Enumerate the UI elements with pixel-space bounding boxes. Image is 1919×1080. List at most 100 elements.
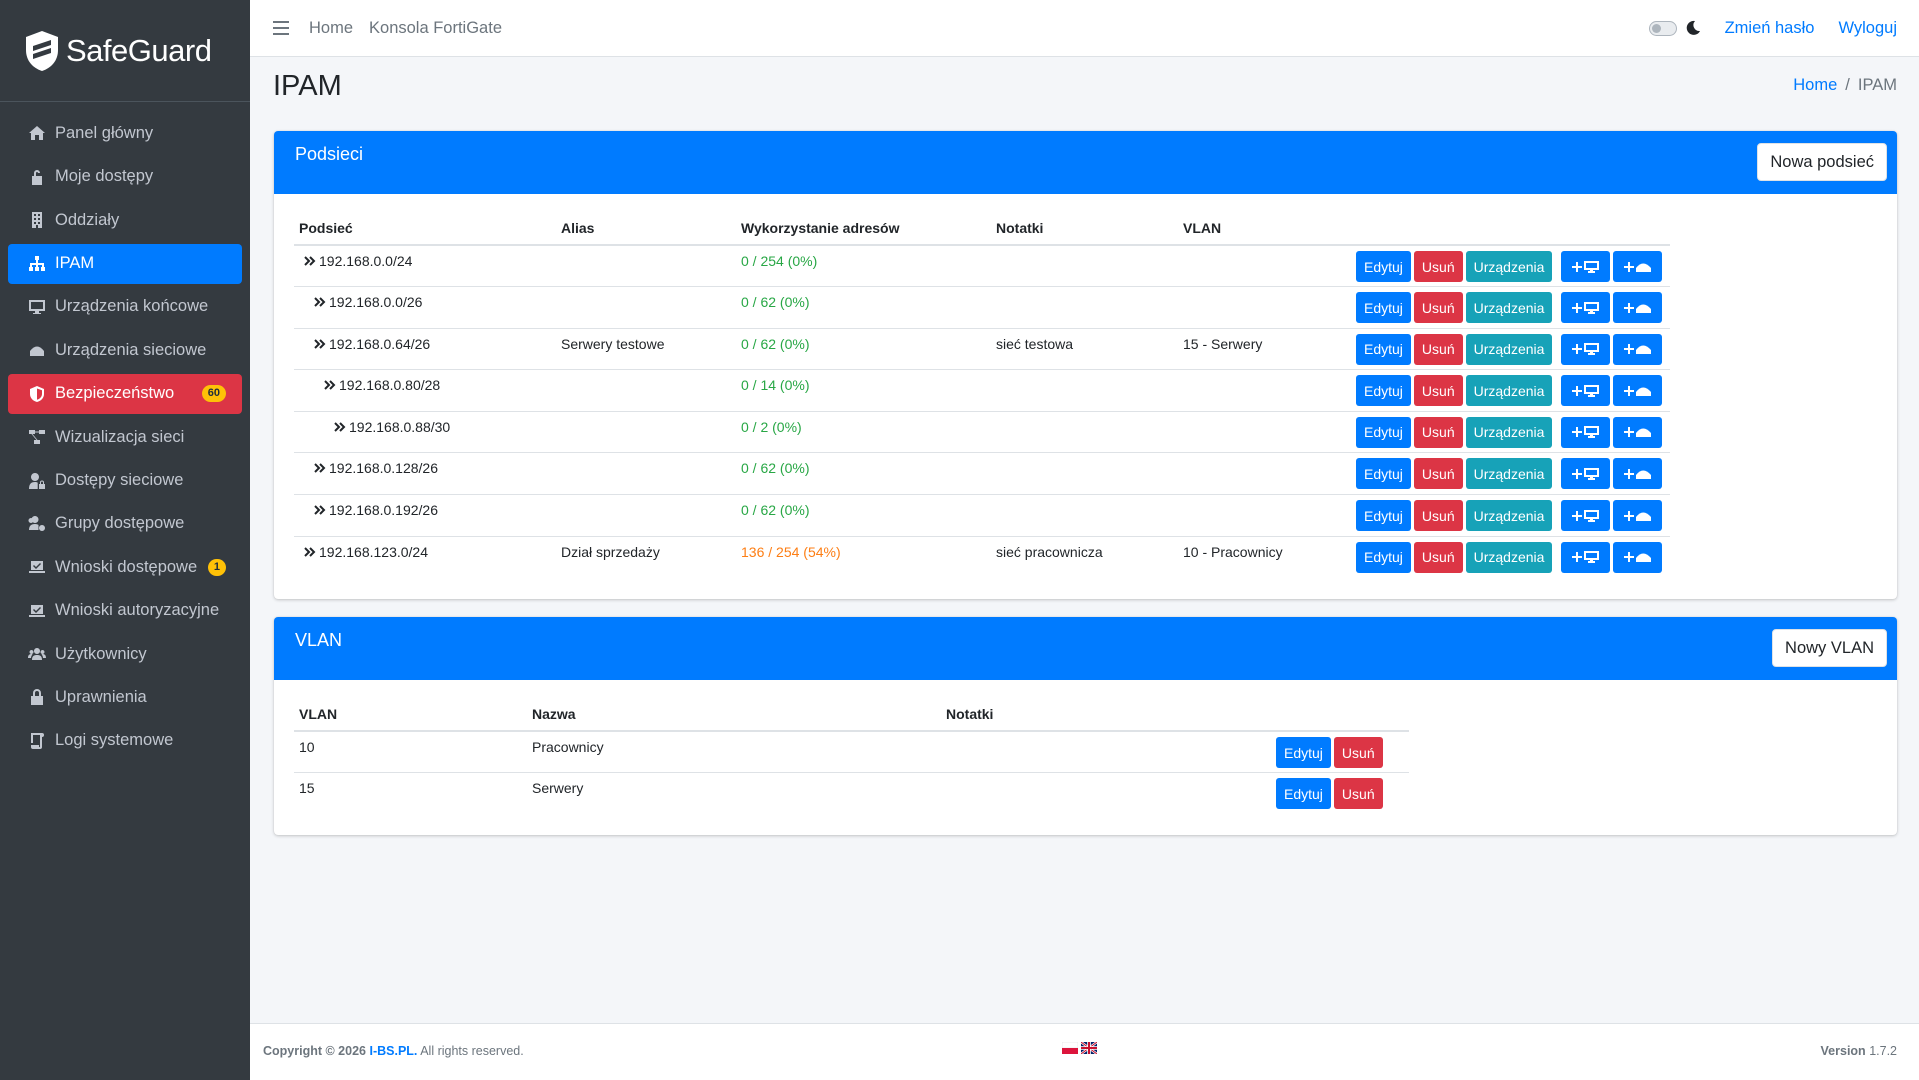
add-network-device-button[interactable] bbox=[1613, 500, 1663, 532]
sidebar-item-wnioski-autoryzacyjne[interactable]: Wnioski autoryzacyjne bbox=[8, 591, 242, 631]
subnet-address[interactable]: 192.168.0.192/26 bbox=[329, 502, 438, 519]
expand-chevron-icon[interactable] bbox=[304, 546, 319, 557]
delete-button[interactable]: Usuń bbox=[1413, 292, 1463, 324]
delete-button[interactable]: Usuń bbox=[1413, 541, 1463, 573]
subnet-address[interactable]: 192.168.0.80/28 bbox=[339, 377, 441, 394]
menu-toggle-icon[interactable] bbox=[273, 21, 289, 35]
add-end-device-button[interactable] bbox=[1561, 333, 1611, 365]
change-password-link[interactable]: Zmień hasło bbox=[1724, 18, 1815, 37]
sidebar-item-uprawnienia[interactable]: Uprawnienia bbox=[8, 677, 242, 717]
add-end-device-button[interactable] bbox=[1561, 251, 1611, 282]
edit-button[interactable]: Edytuj bbox=[1356, 292, 1411, 324]
subnet-address[interactable]: 192.168.0.128/26 bbox=[329, 460, 438, 477]
top-link-fortigate[interactable]: Konsola FortiGate bbox=[369, 18, 502, 37]
new-subnet-button[interactable]: Nowa podsieć bbox=[1757, 143, 1887, 181]
subnet-cell: 192.168.0.0/24 bbox=[294, 245, 556, 287]
add-end-device-button[interactable] bbox=[1561, 292, 1611, 324]
edit-button[interactable]: Edytuj bbox=[1276, 737, 1331, 768]
top-link-home[interactable]: Home bbox=[309, 18, 354, 37]
devices-button[interactable]: Urządzenia bbox=[1465, 458, 1553, 490]
delete-button[interactable]: Usuń bbox=[1413, 416, 1463, 448]
dark-mode-toggle[interactable] bbox=[1648, 20, 1677, 36]
col-vlan-id[interactable]: VLAN bbox=[294, 695, 527, 732]
new-vlan-button[interactable]: Nowy VLAN bbox=[1772, 629, 1887, 667]
subnet-address[interactable]: 192.168.0.64/26 bbox=[329, 335, 431, 352]
devices-button[interactable]: Urządzenia bbox=[1465, 541, 1553, 573]
sidebar-item-wnioski-dostępowe[interactable]: Wnioski dostępowe 1 bbox=[8, 547, 242, 587]
edit-button[interactable]: Edytuj bbox=[1356, 333, 1411, 365]
devices-button[interactable]: Urządzenia bbox=[1465, 500, 1553, 532]
col-vlan-name[interactable]: Nazwa bbox=[527, 695, 941, 732]
devices-button[interactable]: Urządzenia bbox=[1465, 375, 1553, 407]
sidebar-item-użytkownicy[interactable]: Użytkownicy bbox=[8, 634, 242, 674]
expand-chevron-icon[interactable] bbox=[314, 463, 329, 474]
delete-button[interactable]: Usuń bbox=[1413, 251, 1463, 282]
expand-chevron-icon[interactable] bbox=[314, 297, 329, 307]
sidebar-item-urządzenia-końcowe[interactable]: Urządzenia końcowe bbox=[8, 287, 242, 327]
breadcrumb-home[interactable]: Home bbox=[1793, 76, 1838, 94]
delete-button[interactable]: Usuń bbox=[1413, 375, 1463, 407]
actions-cell: Edytuj Usuń Urządzenia bbox=[1351, 286, 1671, 329]
expand-chevron-icon[interactable] bbox=[314, 505, 329, 515]
sidebar-item-grupy-dostępowe[interactable]: Grupy dostępowe bbox=[8, 504, 242, 544]
expand-chevron-icon[interactable] bbox=[314, 338, 329, 349]
edit-button[interactable]: Edytuj bbox=[1356, 458, 1411, 490]
sidebar-item-wizualizacja-sieci[interactable]: Wizualizacja sieci bbox=[8, 417, 242, 457]
add-end-device-button[interactable] bbox=[1561, 541, 1611, 573]
edit-button[interactable]: Edytuj bbox=[1356, 541, 1411, 573]
col-vlan-notes[interactable]: Notatki bbox=[941, 695, 1271, 732]
edit-button[interactable]: Edytuj bbox=[1356, 500, 1411, 532]
devices-button[interactable]: Urządzenia bbox=[1465, 251, 1553, 282]
company-link[interactable]: I-BS.PL. bbox=[369, 1044, 418, 1058]
brand[interactable]: SafeGuard bbox=[0, 0, 250, 102]
add-network-device-button[interactable] bbox=[1613, 458, 1663, 490]
sidebar-item-urządzenia-sieciowe[interactable]: Urządzenia sieciowe bbox=[8, 330, 242, 370]
delete-button[interactable]: Usuń bbox=[1333, 778, 1383, 810]
sidebar-item-panel-główny[interactable]: Panel główny bbox=[8, 113, 242, 153]
subnet-address[interactable]: 192.168.0.0/24 bbox=[319, 253, 413, 269]
edit-button[interactable]: Edytuj bbox=[1356, 416, 1411, 448]
add-network-device-button[interactable] bbox=[1613, 333, 1663, 365]
delete-button[interactable]: Usuń bbox=[1333, 737, 1383, 768]
sidebar-item-moje-dostępy[interactable]: Moje dostępy bbox=[8, 157, 242, 197]
add-end-device-button[interactable] bbox=[1561, 500, 1611, 532]
sidebar-item-logi-systemowe[interactable]: Logi systemowe bbox=[8, 721, 242, 761]
col-alias[interactable]: Alias bbox=[556, 209, 736, 246]
edit-button[interactable]: Edytuj bbox=[1356, 251, 1411, 282]
col-notes[interactable]: Notatki bbox=[991, 209, 1178, 246]
delete-button[interactable]: Usuń bbox=[1413, 458, 1463, 490]
usage-cell: 0 / 14 (0%) bbox=[736, 369, 991, 412]
logout-link[interactable]: Wyloguj bbox=[1838, 18, 1897, 37]
subnet-address[interactable]: 192.168.0.0/26 bbox=[329, 294, 423, 311]
edit-button[interactable]: Edytuj bbox=[1356, 375, 1411, 407]
add-network-device-button[interactable] bbox=[1613, 375, 1663, 407]
expand-chevron-icon[interactable] bbox=[324, 380, 339, 390]
add-end-device-button[interactable] bbox=[1561, 416, 1611, 448]
expand-chevron-icon[interactable] bbox=[334, 422, 349, 432]
add-network-device-button[interactable] bbox=[1613, 416, 1663, 448]
col-subnet[interactable]: Podsieć bbox=[294, 209, 556, 246]
expand-chevron-icon[interactable] bbox=[304, 256, 319, 266]
devices-button[interactable]: Urządzenia bbox=[1465, 333, 1553, 365]
devices-button[interactable]: Urządzenia bbox=[1465, 416, 1553, 448]
flag-pl-icon[interactable] bbox=[1062, 1042, 1078, 1054]
delete-button[interactable]: Usuń bbox=[1413, 500, 1463, 532]
subnet-address[interactable]: 192.168.0.88/30 bbox=[349, 418, 451, 435]
sidebar-item-bezpieczeństwo[interactable]: Bezpieczeństwo 60 bbox=[8, 373, 242, 414]
sidebar-item-oddziały[interactable]: Oddziały bbox=[8, 200, 242, 240]
add-network-device-button[interactable] bbox=[1613, 541, 1663, 573]
subnet-address[interactable]: 192.168.123.0/24 bbox=[319, 543, 428, 560]
add-end-device-button[interactable] bbox=[1561, 375, 1611, 407]
sidebar-item-dostępy-sieciowe[interactable]: Dostępy sieciowe bbox=[8, 461, 242, 501]
add-network-device-button[interactable] bbox=[1613, 292, 1663, 324]
col-usage[interactable]: Wykorzystanie adresów bbox=[736, 209, 991, 246]
sidebar-item-label: Wnioski dostępowe bbox=[55, 557, 198, 576]
add-network-device-button[interactable] bbox=[1613, 251, 1663, 282]
edit-button[interactable]: Edytuj bbox=[1276, 778, 1331, 810]
col-vlan[interactable]: VLAN bbox=[1178, 209, 1351, 246]
delete-button[interactable]: Usuń bbox=[1413, 333, 1463, 365]
sidebar-item-ipam[interactable]: IPAM bbox=[8, 243, 242, 284]
add-end-device-button[interactable] bbox=[1561, 458, 1611, 490]
devices-button[interactable]: Urządzenia bbox=[1465, 292, 1553, 324]
flag-gb-icon[interactable] bbox=[1081, 1042, 1097, 1054]
